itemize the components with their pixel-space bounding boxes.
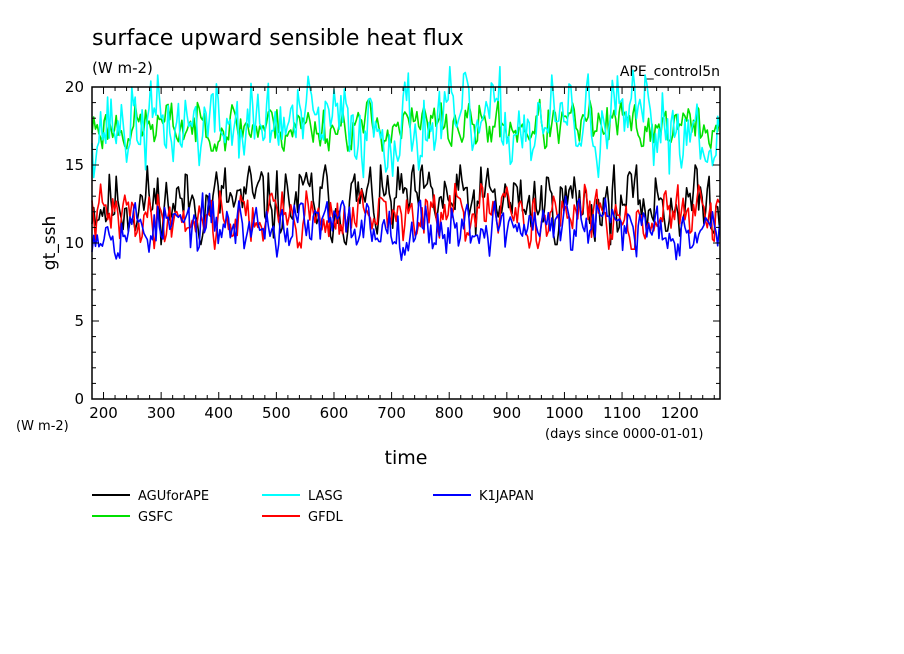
- y-axis-title: gt_ssh: [40, 216, 60, 270]
- series-line-lasg: [91, 65, 721, 179]
- legend-label-aguforape: AGUforAPE: [138, 489, 209, 504]
- y-unit-label: (W m-2): [16, 419, 69, 434]
- plot-lines: [91, 65, 721, 262]
- legend-label-gsfc: GSFC: [138, 510, 173, 525]
- chart-subtitle: (W m-2): [92, 59, 153, 77]
- x-axis-title: time: [385, 447, 428, 469]
- chart-title: surface upward sensible heat flux: [92, 26, 464, 51]
- axes: 0 5 10 15 20 200 300 400 500 600 700 800 900 1000 1100…: [65, 78, 720, 422]
- legend-label-gfdl: GFDL: [308, 510, 344, 525]
- x-tick-label: 500: [262, 404, 291, 422]
- y-tick-label: 15: [65, 156, 84, 174]
- x-tick-label: 1000: [545, 404, 583, 422]
- series-line-aguforape: [91, 164, 721, 246]
- x-tick-label: 400: [204, 404, 233, 422]
- series-line-k1japan: [91, 192, 721, 262]
- x-tick-label: 800: [435, 404, 464, 422]
- x-tick-label: 600: [320, 404, 349, 422]
- y-tick-label: 0: [74, 390, 84, 408]
- x-tick-label: 300: [147, 404, 176, 422]
- legend-label-k1japan: K1JAPAN: [479, 489, 534, 504]
- x-tick-label: 1100: [603, 404, 641, 422]
- x-tick-label: 1200: [661, 404, 699, 422]
- x-unit-label: (days since 0000-01-01): [545, 427, 703, 442]
- x-tick-label: 700: [377, 404, 406, 422]
- y-tick-label: 5: [74, 312, 84, 330]
- y-tick-label: 10: [65, 234, 84, 252]
- x-tick-label: 900: [493, 404, 522, 422]
- run-label: APE_control5n: [620, 64, 720, 80]
- legend: AGUforAPE GSFC LASG GFDL K1JAPAN: [92, 489, 534, 525]
- legend-label-lasg: LASG: [308, 489, 343, 504]
- y-tick-label: 20: [65, 78, 84, 96]
- x-tick-label: 200: [89, 404, 118, 422]
